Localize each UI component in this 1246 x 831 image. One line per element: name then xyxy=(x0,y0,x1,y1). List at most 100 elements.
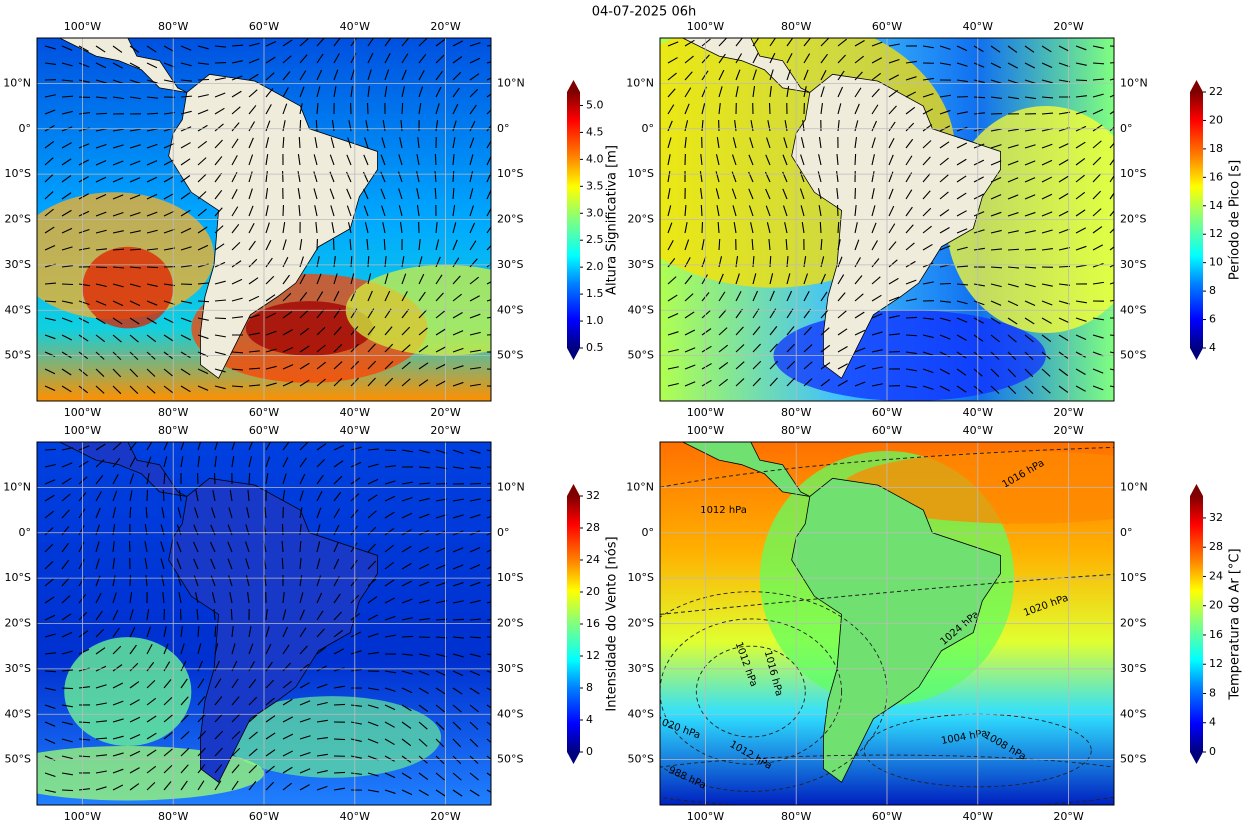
vector-arrow xyxy=(129,541,130,552)
vector-arrow xyxy=(249,473,250,484)
lon-tick-label: 40°W xyxy=(340,810,370,823)
lat-tick-label: 0° xyxy=(642,122,655,135)
lat-tick-label: 50°S xyxy=(5,349,31,362)
lon-tick-label: 20°W xyxy=(430,424,460,437)
lat-tick-label: 50°S xyxy=(497,753,523,766)
lat-tick-label: 30°S xyxy=(5,662,31,675)
colorbar-tick-label: 6 xyxy=(1209,313,1216,326)
colorbar xyxy=(1190,92,1203,348)
colorbar-tick-label: 2.5 xyxy=(586,233,604,246)
colorbar-extend xyxy=(1190,80,1203,92)
lat-tick-label: 10°S xyxy=(5,571,31,584)
colorbar-tick-label: 20 xyxy=(1209,113,1223,126)
lat-tick-label: 20°S xyxy=(628,213,654,226)
lon-tick-label: 80°W xyxy=(781,810,811,823)
vector-arrow xyxy=(45,671,56,672)
lon-tick-label: 20°W xyxy=(430,810,460,823)
lon-tick-label: 80°W xyxy=(781,20,811,33)
colorbar-tick-label: 28 xyxy=(586,521,600,534)
colorbar-tick-label: 8 xyxy=(1209,284,1216,297)
vector-arrow xyxy=(214,473,215,484)
vector-arrow xyxy=(487,334,498,335)
lat-tick-label: 0° xyxy=(497,526,510,539)
vector-arrow xyxy=(62,284,73,285)
colorbar-tick-label: 4 xyxy=(586,713,593,726)
lat-tick-label: 40°S xyxy=(5,303,31,316)
vector-arrow xyxy=(402,636,413,637)
lat-tick-label: 10°S xyxy=(497,167,523,180)
colorbar-extend xyxy=(567,348,580,360)
lon-tick-label: 60°W xyxy=(249,406,279,419)
vector-arrow xyxy=(770,256,771,267)
vector-arrow xyxy=(299,137,300,148)
vector-arrow xyxy=(1076,80,1087,81)
colorbar-tick-label: 16 xyxy=(586,617,600,630)
lon-tick-label: 100°W xyxy=(64,406,101,419)
colorbar-extend xyxy=(1190,348,1203,360)
lat-tick-label: 20°S xyxy=(5,213,31,226)
colorbar-extend xyxy=(567,80,580,92)
colorbar-tick-label: 24 xyxy=(586,553,600,566)
colorbar-tick-label: 2.0 xyxy=(586,260,604,273)
contour-label: 1012 hPa xyxy=(700,505,747,516)
lat-tick-label: 10°S xyxy=(1120,167,1146,180)
lon-tick-label: 100°W xyxy=(687,810,724,823)
lon-tick-label: 40°W xyxy=(340,424,370,437)
lat-tick-label: 0° xyxy=(642,526,655,539)
lon-tick-label: 40°W xyxy=(963,424,993,437)
colorbar-tick-label: 24 xyxy=(1209,569,1223,582)
field-blob xyxy=(64,637,191,746)
vector-arrow xyxy=(163,490,164,501)
vector-arrow xyxy=(300,120,301,131)
lat-tick-label: 10°N xyxy=(1120,480,1148,493)
vector-arrow xyxy=(906,335,917,336)
lat-tick-label: 0° xyxy=(1120,122,1133,135)
colorbar-tick-label: 22 xyxy=(1209,85,1223,98)
colorbar-extend xyxy=(567,484,580,496)
colorbar-tick-label: 5.0 xyxy=(586,98,604,111)
colorbar-tick-label: 12 xyxy=(1209,227,1223,240)
vector-arrow xyxy=(62,688,73,689)
lat-tick-label: 40°S xyxy=(1120,303,1146,316)
lat-tick-label: 50°S xyxy=(628,349,654,362)
colorbar-tick-label: 12 xyxy=(1209,657,1223,670)
lat-tick-label: 30°S xyxy=(5,258,31,271)
colorbar-tick-label: 0.5 xyxy=(586,341,604,354)
lon-tick-label: 20°W xyxy=(1053,810,1083,823)
vector-arrow xyxy=(231,609,232,620)
lat-tick-label: 30°S xyxy=(1120,258,1146,271)
lat-tick-label: 20°S xyxy=(1120,617,1146,630)
lat-tick-label: 30°S xyxy=(628,258,654,271)
vector-arrow xyxy=(62,96,73,97)
vector-arrow xyxy=(96,113,107,114)
lat-tick-label: 50°S xyxy=(497,349,523,362)
colorbar-tick-label: 14 xyxy=(1209,199,1223,212)
lat-tick-label: 50°S xyxy=(628,753,654,766)
lat-tick-label: 20°S xyxy=(628,617,654,630)
vector-arrow xyxy=(384,239,385,250)
vector-arrow xyxy=(820,222,821,233)
lat-tick-label: 40°S xyxy=(5,707,31,720)
lat-tick-label: 0° xyxy=(19,122,32,135)
lon-tick-label: 20°W xyxy=(430,406,460,419)
lon-tick-label: 40°W xyxy=(340,406,370,419)
colorbar-label: Temperatura do Ar [°C] xyxy=(1228,548,1243,700)
lon-tick-label: 100°W xyxy=(687,20,724,33)
lat-tick-label: 10°N xyxy=(626,76,654,89)
lon-tick-label: 60°W xyxy=(872,406,902,419)
colorbar-tick-label: 1.0 xyxy=(586,314,604,327)
vector-arrow xyxy=(334,704,345,705)
lat-tick-label: 40°S xyxy=(497,303,523,316)
lat-tick-label: 50°S xyxy=(5,753,31,766)
colorbar-label: Altura Significativa [m] xyxy=(605,145,620,295)
lat-tick-label: 0° xyxy=(1120,526,1133,539)
lon-tick-label: 100°W xyxy=(687,406,724,419)
vector-arrow xyxy=(62,790,73,791)
vector-arrow xyxy=(282,524,283,535)
lon-tick-label: 80°W xyxy=(158,20,188,33)
vector-arrow xyxy=(368,256,369,267)
colorbar-extend xyxy=(1190,484,1203,496)
vector-arrow xyxy=(719,239,720,250)
